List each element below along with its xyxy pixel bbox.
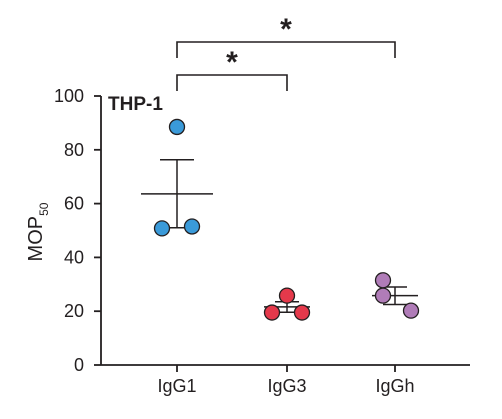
data-point — [374, 272, 392, 289]
significance-star: * — [226, 46, 238, 79]
significance-brackets: ** — [176, 13, 396, 91]
x-tick-label: IgGh — [375, 376, 414, 396]
x-ticks: IgG1 IgG3 IgGh — [157, 365, 415, 396]
data-point — [374, 287, 392, 304]
data-point — [278, 287, 296, 304]
data-point — [402, 302, 420, 319]
y-ticks: 0 20 40 60 80 100 — [54, 86, 101, 375]
significance-star: * — [280, 13, 292, 46]
significance-bracket — [176, 41, 396, 58]
data-point — [183, 218, 201, 235]
axes — [100, 96, 470, 366]
y-axis-label-subscript: 50 — [37, 202, 51, 216]
significance-bracket — [176, 74, 288, 91]
data-point — [153, 220, 171, 237]
y-axis-label-main: MOP — [25, 216, 47, 262]
data-point — [263, 304, 281, 321]
plot-area — [141, 118, 420, 321]
y-tick-label: 40 — [64, 247, 84, 267]
data-point — [168, 118, 186, 136]
panel-label: THP-1 — [108, 94, 163, 115]
x-tick-label: IgG1 — [157, 376, 196, 396]
y-axis-label: MOP50 — [25, 202, 51, 261]
data-point — [293, 304, 311, 321]
y-tick-label: 80 — [64, 140, 84, 160]
y-tick-label: 100 — [54, 86, 84, 106]
y-tick-label: 20 — [64, 301, 84, 321]
y-tick-label: 0 — [74, 355, 84, 375]
x-tick-label: IgG3 — [267, 376, 306, 396]
y-tick-label: 60 — [64, 194, 84, 214]
